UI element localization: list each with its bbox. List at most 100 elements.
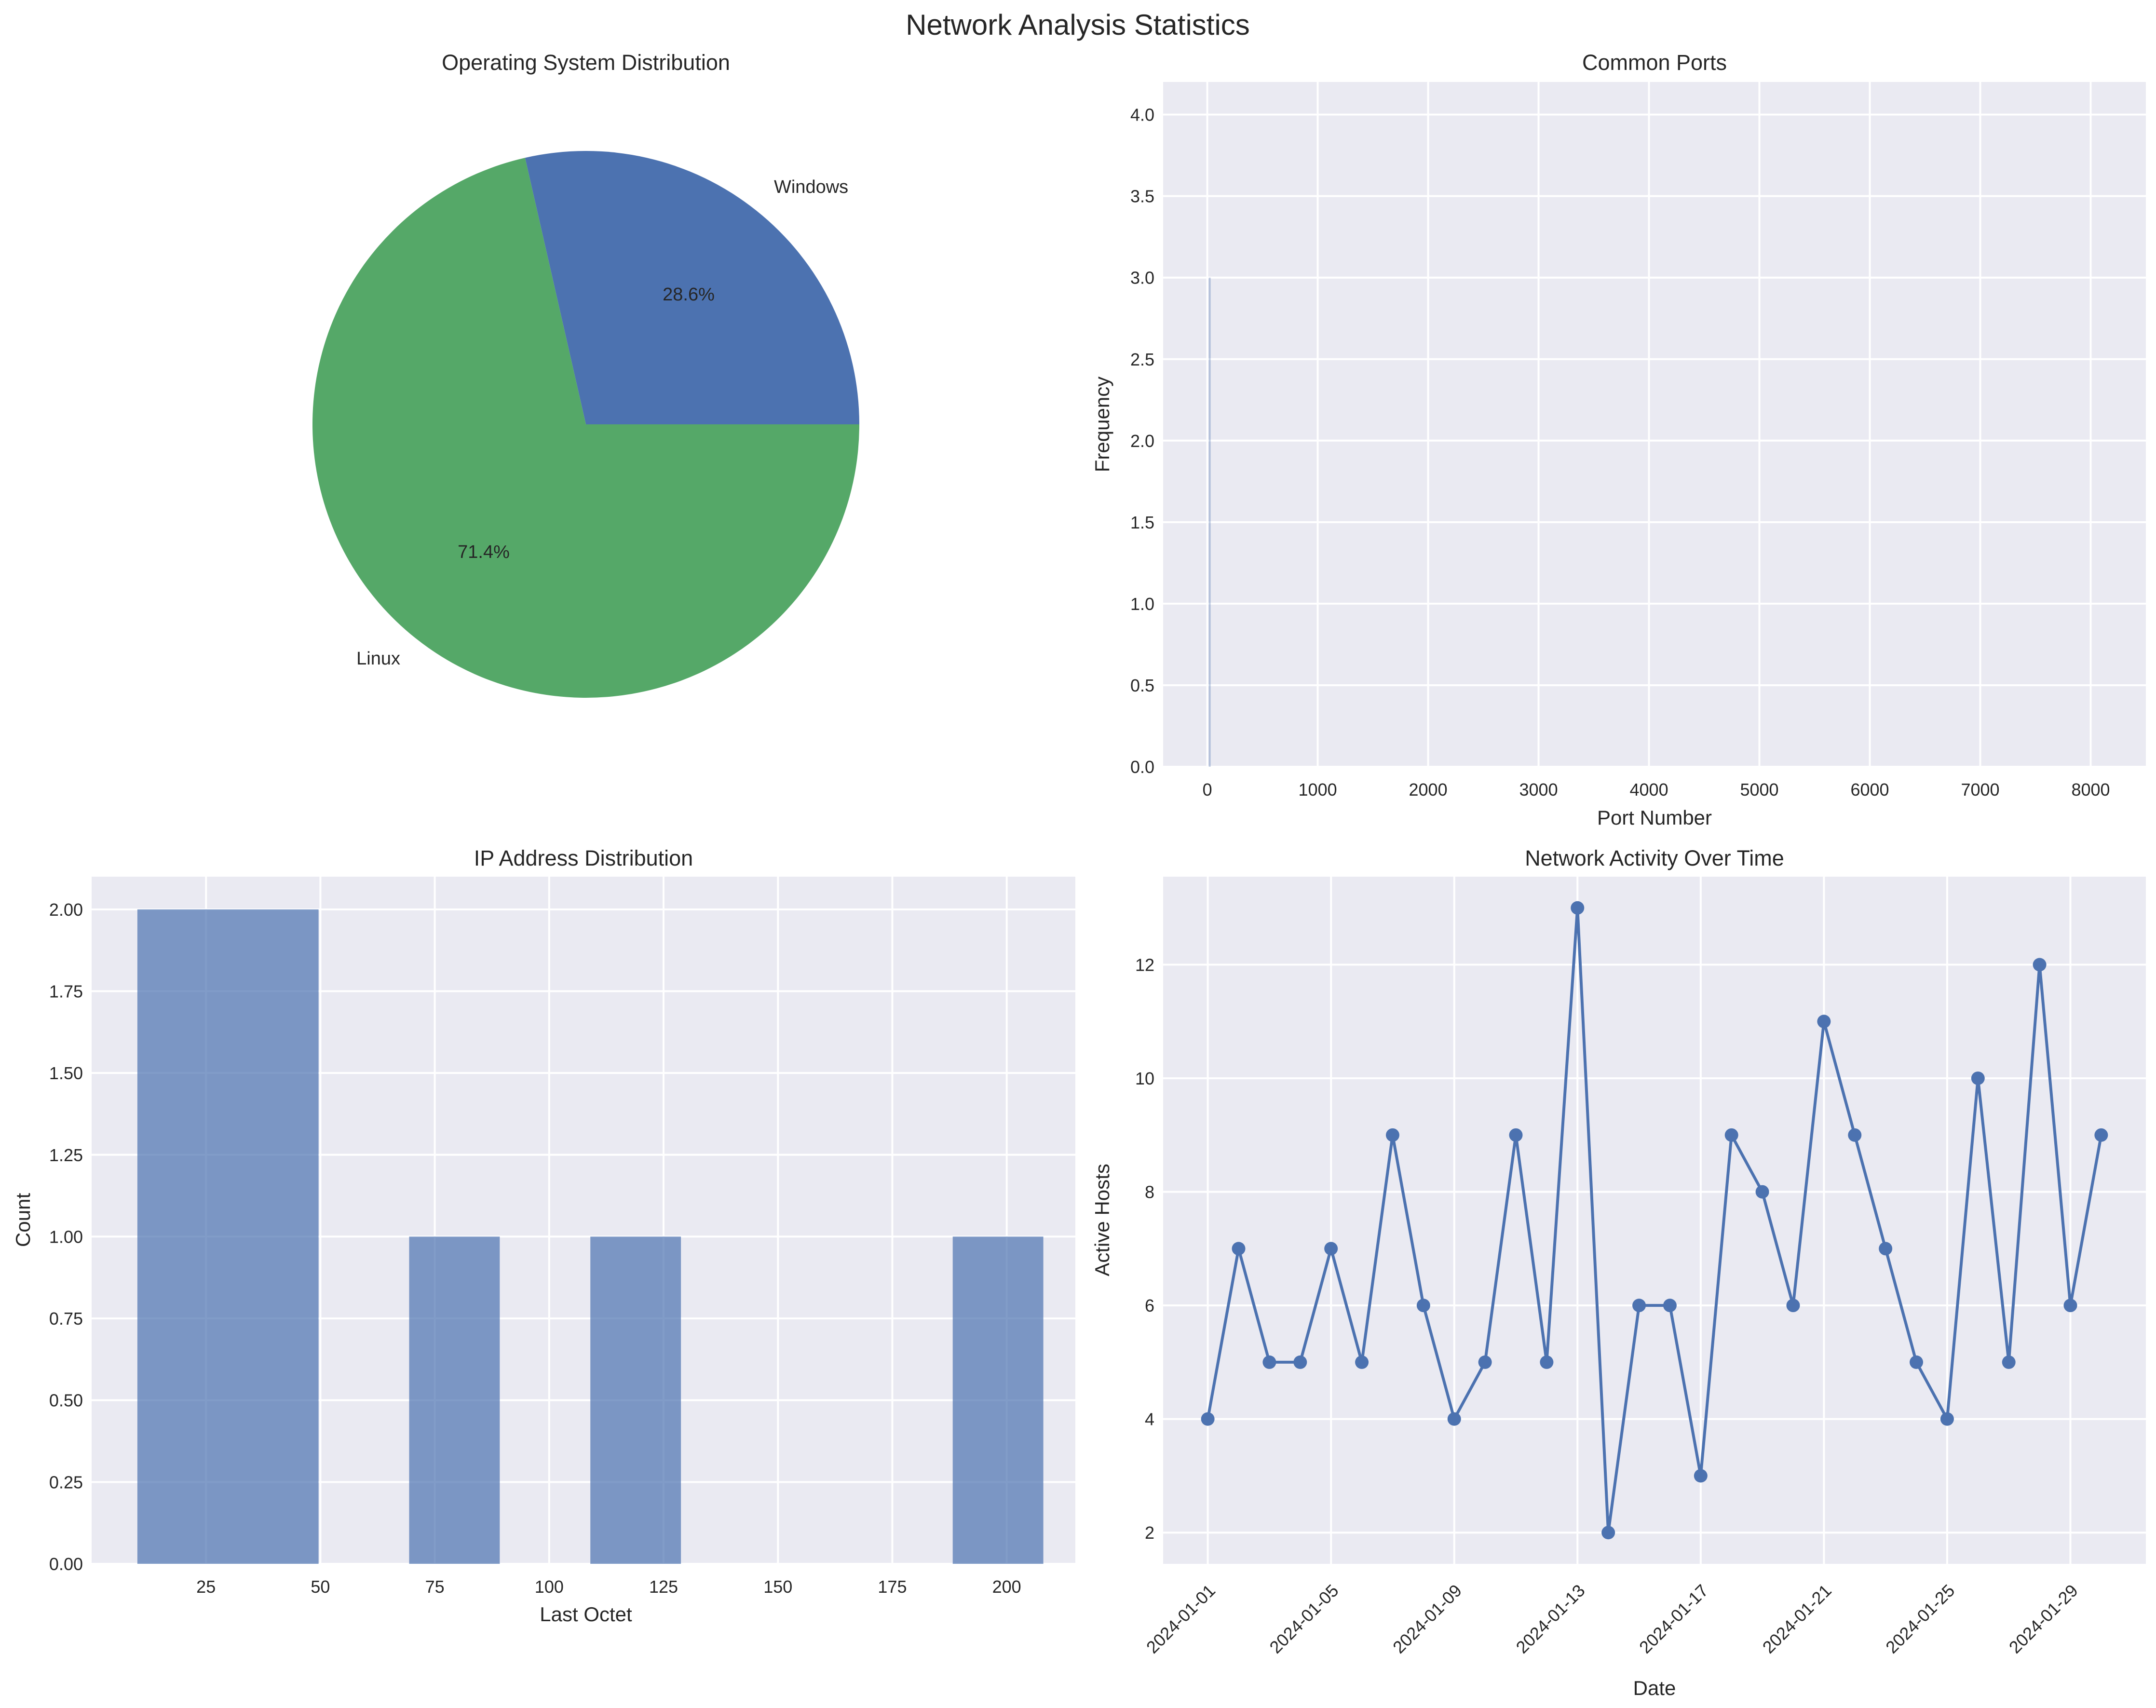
activity-point: [1416, 1299, 1430, 1313]
ip-ytick-label: 1.75: [49, 982, 83, 1002]
activity-point: [1540, 1355, 1554, 1369]
ports-ytick-label: 1.0: [1130, 594, 1154, 614]
ip-xtick-label: 75: [425, 1577, 445, 1597]
activity-point: [1478, 1355, 1492, 1369]
activity-xtick-label: 2024-01-01: [1142, 1580, 1219, 1657]
activity-point: [1910, 1355, 1924, 1369]
ports-bar: [1208, 277, 1211, 767]
activity-ytick-label: 8: [1145, 1182, 1154, 1202]
activity-point: [1293, 1355, 1307, 1369]
activity-point: [1663, 1299, 1677, 1313]
ports-xlabel: Port Number: [1597, 806, 1712, 829]
activity-point: [1848, 1128, 1862, 1142]
activity-point: [1786, 1299, 1800, 1313]
ports-x-ticks: 0 1000 2000 3000 4000 5000 6000 7000 8000: [1203, 780, 2110, 800]
ip-bars: [137, 909, 1044, 1564]
activity-series-line: [1206, 906, 2103, 1534]
activity-y-ticks: 2 4 6 8 10 12: [1135, 955, 1154, 1543]
ip-title: IP Address Distribution: [474, 846, 693, 870]
activity-ytick-label: 4: [1145, 1410, 1154, 1429]
activity-point: [1971, 1071, 1985, 1085]
activity-chart: 2024-01-01 2024-01-05 2024-01-09 2024-01-13…: [1091, 846, 2146, 1699]
ip-x-ticks: 25 50 75 100 125 150 175 200: [196, 1577, 1021, 1597]
activity-ytick-label: 12: [1135, 955, 1154, 975]
ip-xlabel: Last Octet: [540, 1603, 632, 1626]
activity-point: [1724, 1128, 1738, 1142]
ports-xtick-label: 1000: [1299, 780, 1337, 800]
ip-xtick-label: 125: [649, 1577, 678, 1597]
activity-point: [2033, 958, 2047, 972]
ports-ytick-label: 0.0: [1130, 757, 1154, 777]
pie-pct-linux: 71.4%: [458, 542, 510, 562]
ip-bar: [952, 1236, 1044, 1564]
ip-ytick-label: 2.00: [49, 900, 83, 920]
activity-line: [1201, 901, 2108, 1540]
ip-ylabel: Count: [12, 1193, 34, 1247]
pie-slice-linux: [312, 158, 859, 698]
activity-point: [2063, 1299, 2077, 1313]
pie-slice-windows: [525, 151, 859, 425]
activity-xtick-label: 2024-01-29: [2005, 1580, 2082, 1657]
activity-xtick-label: 2024-01-13: [1512, 1580, 1589, 1657]
activity-xtick-label: 2024-01-25: [1882, 1580, 1958, 1657]
ports-ytick-label: 1.5: [1130, 513, 1154, 532]
pie-label-linux: Linux: [356, 649, 400, 669]
os-pie-title: Operating System Distribution: [442, 50, 730, 75]
ports-ylabel: Frequency: [1091, 377, 1113, 472]
ip-xtick-label: 25: [196, 1577, 216, 1597]
ip-ytick-label: 0.75: [49, 1309, 83, 1328]
activity-point: [1232, 1242, 1246, 1256]
activity-x-ticks: 2024-01-01 2024-01-05 2024-01-09 2024-01-13…: [1142, 1580, 2082, 1657]
activity-point: [1817, 1015, 1831, 1029]
pie-pct-windows: 28.6%: [663, 285, 715, 305]
ip-xtick-label: 175: [878, 1577, 907, 1597]
activity-point: [1755, 1185, 1769, 1199]
activity-xlabel: Date: [1633, 1677, 1676, 1699]
activity-point: [1509, 1128, 1523, 1142]
ports-y-ticks: 0.0 0.5 1.0 1.5 2.0 2.5 3.0 3.5 4.0: [1130, 105, 1154, 777]
activity-xtick-label: 2024-01-05: [1265, 1580, 1342, 1657]
os-pie-chart: Operating System Distribution Windows Li…: [312, 50, 859, 698]
ip-y-ticks: 0.00 0.25 0.50 0.75 1.00 1.25 1.50 1.75 2.00: [49, 900, 83, 1574]
activity-point: [1601, 1526, 1615, 1540]
activity-point: [1447, 1412, 1461, 1426]
ip-xtick-label: 150: [763, 1577, 792, 1597]
ip-ytick-label: 1.25: [49, 1145, 83, 1165]
activity-point: [1571, 901, 1585, 915]
activity-point: [1940, 1412, 1954, 1426]
ports-xtick-label: 4000: [1630, 780, 1668, 800]
ports-ytick-label: 4.0: [1130, 105, 1154, 125]
ports-xtick-label: 8000: [2071, 780, 2110, 800]
ports-grid: [1163, 82, 2146, 768]
ports-ytick-label: 3.0: [1130, 268, 1154, 288]
ports-xtick-label: 7000: [1961, 780, 1999, 800]
activity-point: [1385, 1128, 1399, 1142]
ip-ytick-label: 0.25: [49, 1472, 83, 1492]
activity-title: Network Activity Over Time: [1525, 846, 1784, 870]
activity-point: [1694, 1469, 1708, 1483]
ports-bars: [1208, 277, 1211, 767]
activity-ylabel: Active Hosts: [1091, 1164, 1113, 1276]
ip-xtick-label: 200: [992, 1577, 1021, 1597]
activity-point: [1355, 1355, 1369, 1369]
ports-ytick-label: 0.5: [1130, 676, 1154, 695]
ports-xtick-label: 6000: [1850, 780, 1889, 800]
activity-xtick-label: 2024-01-17: [1635, 1580, 1712, 1657]
ip-hist-chart: 25 50 75 100 125 150 175 200 0.00 0.25 0.50 0.75 1.…: [12, 846, 1075, 1626]
activity-point: [1262, 1355, 1276, 1369]
ip-xtick-label: 100: [535, 1577, 564, 1597]
activity-ytick-label: 10: [1135, 1069, 1154, 1088]
ports-title: Common Ports: [1582, 50, 1727, 75]
activity-xtick-label: 2024-01-21: [1759, 1580, 1835, 1657]
ports-ytick-label: 2.0: [1130, 431, 1154, 451]
ports-xtick-label: 3000: [1519, 780, 1558, 800]
ip-ytick-label: 1.50: [49, 1063, 83, 1083]
ip-ytick-label: 1.00: [49, 1227, 83, 1247]
ports-chart: 0 1000 2000 3000 4000 5000 6000 7000 8000 0.0 0.5…: [1091, 50, 2146, 829]
ip-bar: [137, 909, 319, 1564]
activity-ytick-label: 2: [1145, 1523, 1154, 1543]
activity-axes-bg: [1163, 877, 2146, 1564]
ip-bar: [590, 1236, 681, 1564]
activity-xtick-label: 2024-01-09: [1389, 1580, 1465, 1657]
